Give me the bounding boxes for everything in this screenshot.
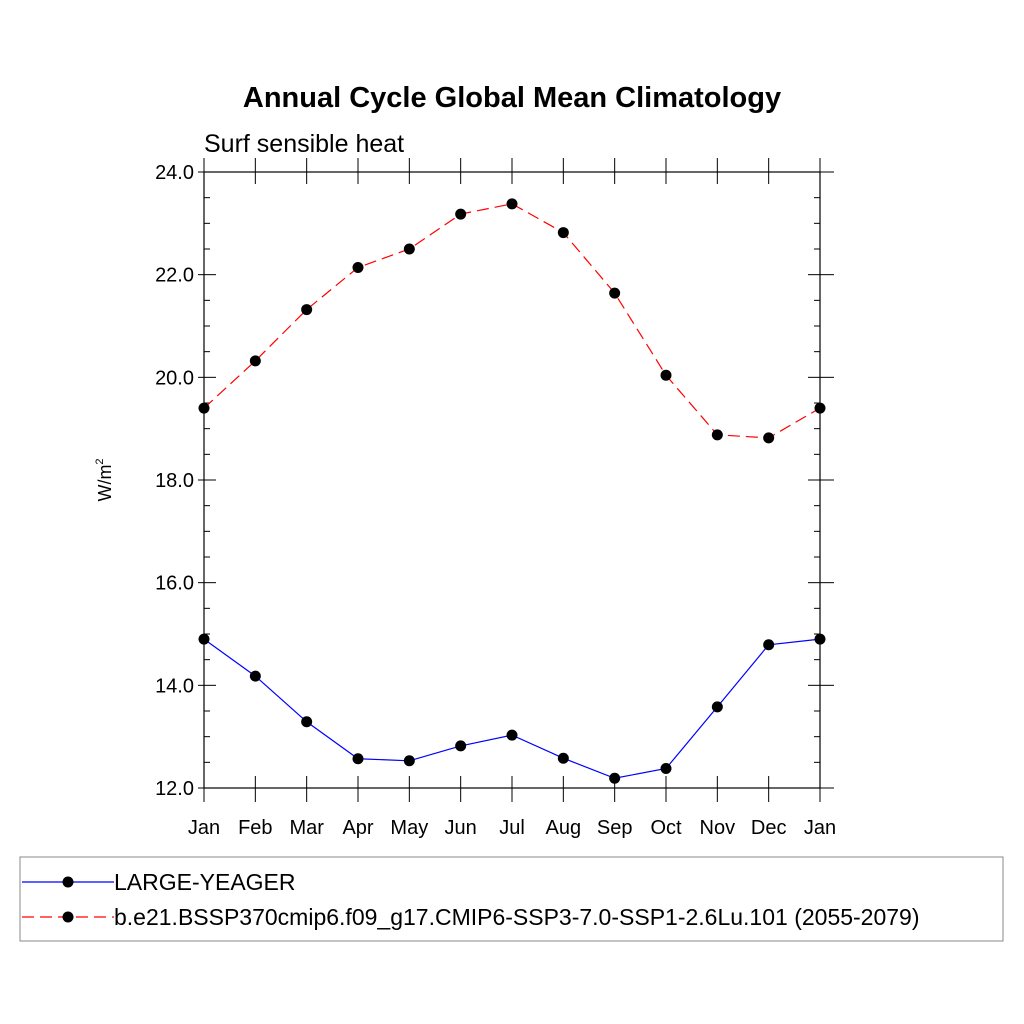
x-tick-label: Mar	[289, 817, 324, 839]
x-tick-label: Dec	[751, 817, 787, 839]
x-tick-label: Apr	[342, 817, 373, 839]
x-tick-label: Feb	[238, 817, 272, 839]
series-1-point	[609, 287, 621, 299]
x-tick-label: Jan	[188, 817, 220, 839]
series-1-point	[506, 198, 518, 210]
y-tick-label: 12.0	[155, 778, 194, 800]
y-axis-title-unit: W/m	[95, 465, 115, 502]
x-tick-label: Oct	[650, 817, 682, 839]
series-1-point	[352, 261, 364, 273]
legend-box	[19, 856, 1004, 942]
series-0-point	[711, 701, 723, 713]
series-1-point	[711, 429, 723, 441]
series-line-0	[203, 638, 821, 779]
series-1-point	[557, 227, 569, 239]
series-layer	[198, 198, 826, 784]
y-tick-label: 20.0	[155, 367, 194, 389]
series-1-point	[301, 304, 313, 316]
series-0-point	[506, 729, 518, 741]
legend-label-0: LARGE-YEAGER	[114, 869, 296, 895]
series-0-point	[763, 639, 775, 651]
series-0-point	[660, 762, 672, 774]
legend-marker-1	[62, 911, 74, 923]
legend: LARGE-YEAGER b.e21.BSSP370cmip6.f09_g17.C…	[22, 869, 920, 930]
y-tick-label: 18.0	[155, 470, 194, 492]
x-tick-label: May	[390, 817, 428, 839]
chart-subtitle: Surf sensible heat	[204, 130, 404, 158]
series-0-point	[352, 753, 364, 765]
series-1-point	[814, 402, 826, 414]
series-1-point	[403, 243, 415, 255]
x-tick-label: Nov	[700, 817, 736, 839]
y-axis-labels: 12.0 14.0 16.0 18.0 20.0 22.0 24.0	[155, 162, 194, 800]
series-0-point	[455, 740, 467, 752]
x-axis-labels: Jan Feb Mar Apr May Jun Jul Aug Sep Oct Nov Dec Jan	[188, 817, 836, 839]
plot-frame	[203, 171, 821, 789]
series-1-point	[763, 432, 775, 444]
y-tick-label: 24.0	[155, 162, 194, 184]
legend-label-1: b.e21.BSSP370cmip6.f09_g17.CMIP6-SSP3-7.…	[114, 904, 920, 930]
series-0-point	[609, 772, 621, 784]
series-0-point	[557, 752, 569, 764]
chart-title: Annual Cycle Global Mean Climatology	[243, 82, 781, 114]
x-tick-label: Jun	[445, 817, 477, 839]
series-1-point	[249, 355, 261, 367]
x-tick-label: Sep	[597, 817, 633, 839]
series-0-point	[198, 633, 210, 645]
y-tick-label: 16.0	[155, 573, 194, 595]
series-0-point	[403, 755, 415, 767]
series-0-point	[249, 670, 261, 682]
x-tick-label: Jul	[499, 817, 525, 839]
y-tick-label: 22.0	[155, 265, 194, 287]
legend-marker-0	[62, 876, 74, 888]
y-axis-title: W/m2	[94, 458, 115, 501]
y-axis-ticks	[198, 171, 834, 789]
series-0-point	[301, 716, 313, 728]
x-axis-ticks	[203, 158, 821, 802]
y-axis-title-superscript: 2	[94, 458, 106, 464]
series-line-1	[203, 203, 821, 439]
series-1-point	[455, 208, 467, 220]
x-tick-label: Aug	[546, 817, 582, 839]
series-1-point	[660, 369, 672, 381]
series-1-point	[198, 402, 210, 414]
series-0-point	[814, 633, 826, 645]
y-tick-label: 14.0	[155, 675, 194, 697]
x-tick-label: Jan	[804, 817, 836, 839]
